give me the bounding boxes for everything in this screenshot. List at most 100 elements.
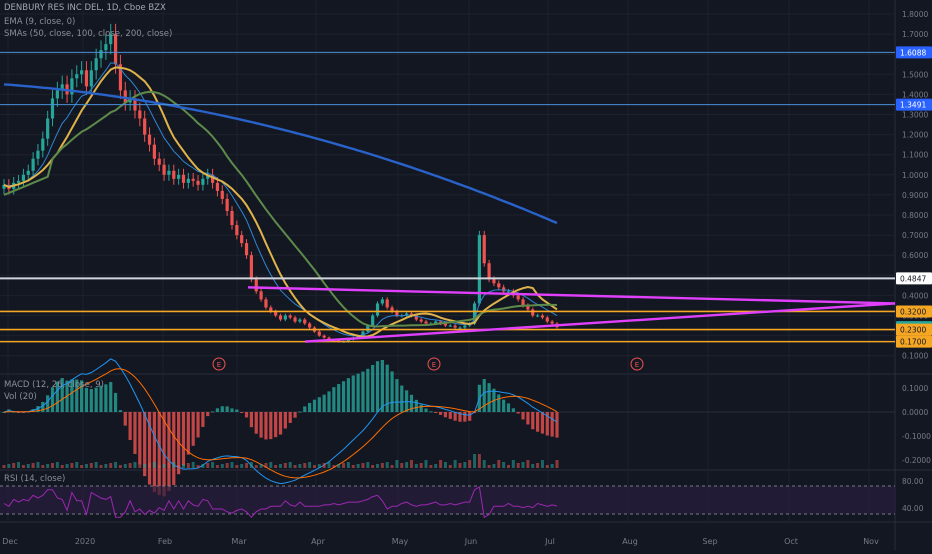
price-tick-label: 0.8000: [902, 211, 928, 220]
macd-line: [3, 358, 558, 485]
macd-hist-bar: [55, 381, 59, 412]
price-level-label: 0.1700: [900, 338, 926, 347]
macd-hist-bar: [535, 412, 540, 432]
symbol-title: DENBURY RES INC DEL, 1D, Cboe BZX: [4, 3, 166, 13]
macd-hist-bar: [244, 412, 249, 418]
macd-hist-bar: [443, 412, 448, 418]
macd-hist-bar: [264, 412, 268, 440]
volume-bar: [473, 454, 477, 468]
candle-body: [109, 34, 113, 45]
x-tick-label: Sep: [702, 537, 717, 546]
volume-bar: [65, 464, 69, 468]
macd-hist-bar: [230, 408, 234, 412]
x-tick-label: Oct: [784, 537, 798, 546]
macd-hist-bar: [249, 412, 253, 428]
volume-bar: [409, 460, 413, 468]
candle-body: [487, 263, 491, 280]
price-level-tag: [896, 46, 932, 59]
candle-body: [75, 74, 79, 79]
macd-legend[interactable]: MACD (12, 26, close, 9): [4, 380, 104, 390]
macd-hist-bar: [405, 390, 409, 412]
volume-bar: [235, 465, 239, 468]
macd-hist-bar: [419, 404, 423, 412]
volume-bar: [521, 462, 525, 468]
candle-body: [269, 307, 273, 312]
candle-body: [36, 150, 40, 159]
macd-hist-bar: [16, 412, 21, 413]
sma200-line: [3, 83, 558, 225]
macd-hist-bar: [366, 368, 370, 412]
candle-body: [278, 315, 283, 320]
volume-bar: [346, 462, 350, 468]
x-tick-label: Aug: [622, 537, 638, 546]
volume-bar: [26, 464, 30, 468]
volume-bar: [60, 465, 64, 468]
sma-legend[interactable]: SMAs (50, close, 100, close, 200, close): [4, 29, 173, 39]
candle-body: [405, 313, 409, 316]
candle-body: [138, 110, 142, 119]
symbol-legend[interactable]: DENBURY RES INC DEL, 1D, Cboe BZX: [4, 3, 166, 13]
candle-body: [293, 317, 297, 322]
volume-bar: [419, 463, 423, 468]
ema-legend[interactable]: EMA (9, close, 0): [4, 17, 76, 27]
volume-bar: [17, 462, 21, 468]
macd-hist-bar: [385, 364, 389, 412]
volume-bar: [555, 460, 559, 468]
volume-bar: [468, 460, 472, 468]
macd-hist-bar: [346, 378, 351, 412]
macd-hist-bar: [332, 387, 336, 412]
rsi-legend[interactable]: RSI (14, close): [4, 474, 66, 484]
candle-body: [492, 279, 496, 284]
macd-hist-bar: [196, 412, 200, 438]
volume-bar: [405, 462, 409, 468]
macd-hist-bar: [453, 412, 457, 421]
volume-bar: [75, 462, 79, 468]
candle-body: [424, 321, 428, 324]
macd-hist-bar: [21, 412, 26, 413]
volume-bar: [477, 454, 481, 468]
candle-body: [123, 90, 127, 103]
candle-body: [526, 305, 530, 310]
candle-body: [259, 291, 263, 300]
volume-bar: [322, 463, 326, 468]
candle-body: [80, 70, 84, 75]
volume-bar: [376, 464, 380, 468]
macd-hist-bar: [356, 373, 360, 412]
candle-body: [434, 321, 438, 324]
macd-hist-bar: [215, 408, 220, 412]
candle-body: [46, 118, 50, 139]
volume-bar: [191, 462, 195, 468]
x-tick-label: Feb: [158, 537, 172, 546]
macd-hist-bar: [254, 412, 258, 434]
macd-hist-bar: [341, 381, 346, 412]
volume-bar: [332, 465, 336, 468]
volume-bar: [89, 463, 93, 468]
macd-hist-bar: [308, 402, 312, 412]
candle-body: [463, 325, 467, 328]
x-tick-label: Jun: [464, 537, 478, 546]
candle-body: [283, 315, 287, 320]
candle-body: [535, 315, 540, 317]
volume-legend[interactable]: Vol (20): [4, 392, 37, 402]
macd-hist-bar: [409, 394, 414, 412]
volume-bar: [36, 462, 40, 468]
candle-body: [26, 170, 30, 175]
macd-hist-bar: [317, 397, 321, 412]
volume-bar: [51, 463, 55, 468]
rsi-tick-label: 80.00: [902, 477, 924, 486]
macd-hist-bar: [463, 412, 467, 422]
volume-bar: [434, 464, 438, 468]
candle-body: [540, 315, 545, 318]
candle-body: [327, 337, 331, 340]
volume-bar: [540, 460, 544, 468]
macd-hist-bar: [497, 394, 501, 412]
macd-hist-bar: [337, 384, 341, 412]
macd-hist-bar: [123, 412, 127, 426]
macd-hist-bar: [46, 395, 50, 412]
candle-body: [288, 315, 292, 318]
macd-hist-bar: [75, 379, 79, 412]
candle-body: [346, 339, 351, 342]
candle-body: [181, 174, 186, 183]
